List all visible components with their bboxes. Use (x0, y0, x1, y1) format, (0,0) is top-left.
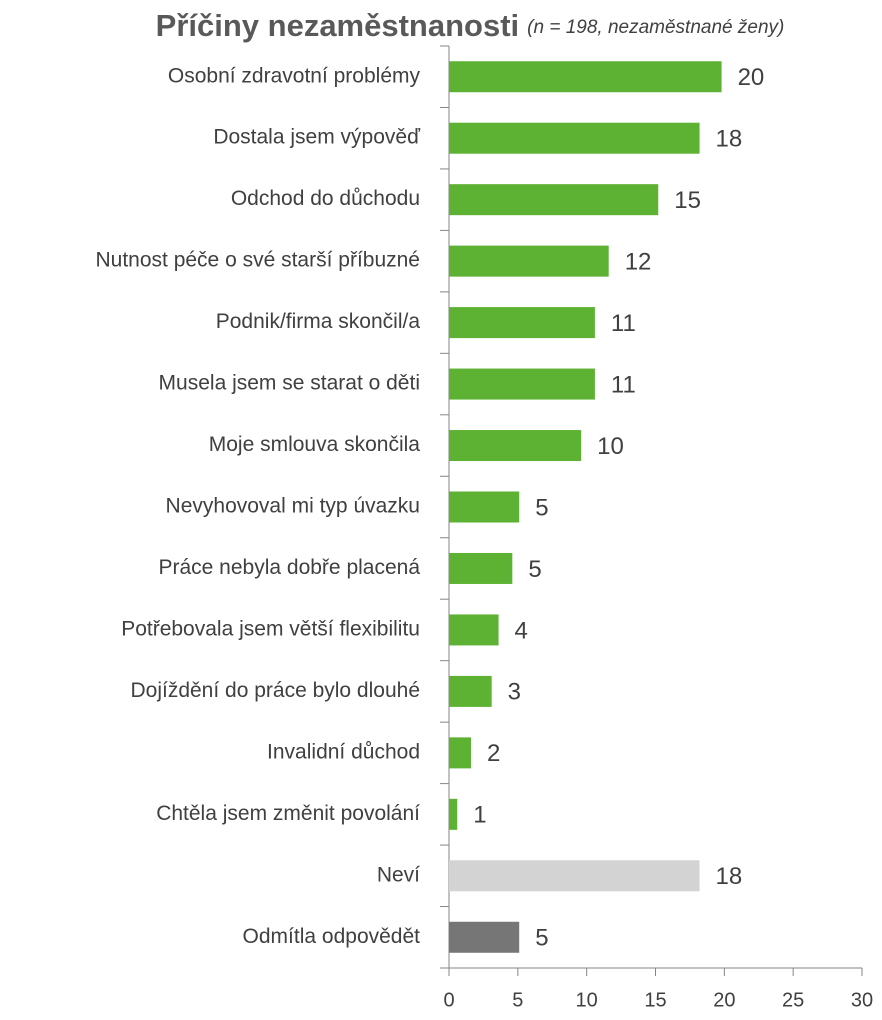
bar (449, 430, 582, 462)
category-label: Nutnost péče o své starší příbuzné (95, 249, 420, 272)
category-label: Musela jsem se starat o děti (159, 372, 420, 395)
category-label: Odmítla odpovědět (243, 925, 421, 948)
value-label: 5 (535, 494, 548, 521)
category-label: Neví (377, 863, 420, 886)
bar (449, 307, 595, 339)
value-label: 20 (738, 64, 765, 91)
x-tick-label: 0 (443, 989, 454, 1011)
bar (449, 122, 700, 154)
category-label: Potřebovala jsem větší flexibilitu (121, 617, 420, 640)
category-label: Podnik/firma skončil/a (216, 310, 421, 333)
bar (449, 184, 659, 216)
x-tick-label: 10 (576, 989, 598, 1011)
value-label: 1 (473, 802, 486, 829)
chart-heading: Příčiny nezaměstnanosti (n = 198, nezaměs… (156, 8, 785, 43)
bar (449, 675, 492, 707)
value-label: 2 (487, 740, 500, 767)
category-label: Invalidní důchod (267, 740, 420, 763)
bar (449, 737, 472, 769)
chart-title: Příčiny nezaměstnanosti (156, 8, 520, 43)
value-label: 5 (535, 925, 548, 952)
x-tick-label: 15 (644, 989, 666, 1011)
category-label: Práce nebyla dobře placená (158, 556, 420, 579)
x-tick-label: 25 (782, 989, 804, 1011)
value-label: 10 (597, 433, 624, 460)
category-label: Dojíždění do práce bylo dlouhé (130, 679, 420, 702)
x-tick-label: 20 (713, 989, 735, 1011)
value-label: 5 (528, 556, 541, 583)
bar (449, 61, 722, 93)
bar (449, 798, 458, 830)
category-label: Nevyhovoval mi typ úvazku (166, 495, 420, 518)
category-label: Chtěla jsem změnit povolání (156, 802, 420, 825)
value-label: 4 (515, 617, 528, 644)
bar (449, 245, 609, 277)
x-tick-label: 5 (512, 989, 523, 1011)
value-label: 18 (716, 126, 743, 153)
category-label: Osobní zdravotní problémy (168, 64, 421, 87)
bar (449, 860, 700, 892)
bar (449, 491, 520, 523)
value-label: 3 (508, 679, 521, 706)
category-label: Moje smlouva skončila (209, 433, 421, 456)
bar (449, 552, 513, 584)
value-label: 11 (611, 310, 636, 337)
value-label: 15 (674, 187, 701, 214)
bar (449, 614, 499, 646)
bar (449, 921, 520, 953)
x-tick-label: 30 (851, 989, 873, 1011)
category-label: Dostala jsem výpověď (213, 126, 421, 149)
category-label: Odchod do důchodu (231, 187, 420, 210)
value-label: 12 (625, 248, 652, 275)
chart-subtitle: (n = 198, nezaměstnané ženy) (527, 17, 784, 38)
value-label: 18 (716, 863, 743, 890)
bar (449, 368, 595, 400)
value-label: 11 (611, 371, 636, 398)
